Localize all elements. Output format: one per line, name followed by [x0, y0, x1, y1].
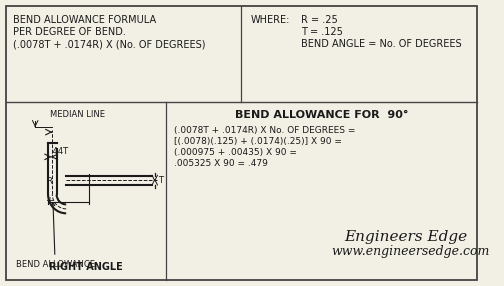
Text: BEND ALLOWANCE FOR  90°: BEND ALLOWANCE FOR 90°: [235, 110, 408, 120]
Text: BEND ALLOWANCE: BEND ALLOWANCE: [16, 202, 95, 269]
Text: BEND ALLOWANCE FORMULA: BEND ALLOWANCE FORMULA: [13, 15, 156, 25]
Text: R: R: [46, 177, 52, 186]
Text: WHERE:: WHERE:: [251, 15, 290, 25]
Text: (.0078T + .0174R) X No. OF DEGREES =: (.0078T + .0174R) X No. OF DEGREES =: [174, 126, 355, 135]
Text: (.0078T + .0174R) X (No. OF DEGREES): (.0078T + .0174R) X (No. OF DEGREES): [13, 39, 205, 49]
Text: .44T: .44T: [50, 147, 68, 156]
Text: +: +: [45, 196, 53, 206]
Text: RIGHT ANGLE: RIGHT ANGLE: [49, 262, 123, 272]
Text: Engineers Edge: Engineers Edge: [344, 230, 467, 244]
Text: BEND ANGLE = No. OF DEGREES: BEND ANGLE = No. OF DEGREES: [300, 39, 461, 49]
Text: [(.0078)(.125) + (.0174)(.25)] X 90 =: [(.0078)(.125) + (.0174)(.25)] X 90 =: [174, 137, 342, 146]
Text: PER DEGREE OF BEND.: PER DEGREE OF BEND.: [13, 27, 125, 37]
Text: T: T: [158, 176, 163, 185]
Text: .005325 X 90 = .479: .005325 X 90 = .479: [174, 159, 268, 168]
Text: R = .25: R = .25: [300, 15, 337, 25]
Text: www.engineersedge.com: www.engineersedge.com: [331, 245, 489, 258]
Text: (.000975 + .00435) X 90 =: (.000975 + .00435) X 90 =: [174, 148, 297, 157]
Text: T = .125: T = .125: [300, 27, 342, 37]
Text: MEDIAN LINE: MEDIAN LINE: [49, 110, 104, 119]
